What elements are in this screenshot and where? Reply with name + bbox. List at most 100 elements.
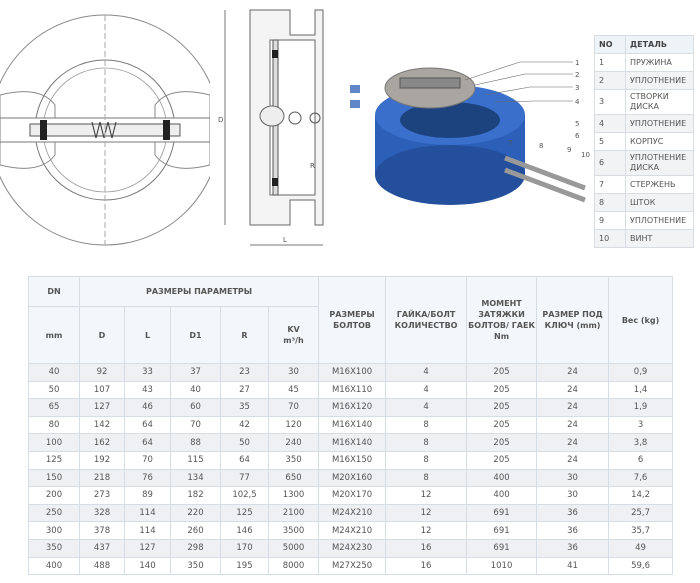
cell-kv: 1300 [267,486,320,505]
cell-kv: 8000 [267,556,320,576]
cell-dn: 125 [28,450,80,470]
cell-nut-qty: 16 [385,538,468,558]
cell-wrench-size: 36 [536,521,610,540]
cell-r: 50 [220,433,269,452]
cell-r: 64 [220,450,269,470]
callout-10: 10 [581,151,590,159]
cell-nut-qty: 16 [385,556,468,576]
cell-dn: 65 [28,398,80,417]
cell-l: 76 [124,468,171,488]
cell-torque: 205 [466,415,538,435]
table-row: 100 162 64 88 50 240 M16X140 8 205 24 3,8 [28,433,674,452]
cell-torque: 205 [466,398,538,417]
kv-unit: m³/h [283,336,304,345]
cell-d1: 40 [170,380,221,400]
cell-wrench-size: 24 [536,398,610,417]
cell-weight: 35,7 [608,521,674,540]
cell-kv: 350 [267,450,320,470]
cell-torque: 691 [466,503,538,523]
cell-r: 35 [220,398,269,417]
cell-wrench-size: 24 [536,380,610,400]
cell-d: 162 [79,433,125,452]
part-name: ШТОК [625,193,694,212]
cell-weight: 59,6 [608,556,674,576]
cell-nut-qty: 4 [385,398,468,417]
parts-row: 6 УПЛОТНЕНИЕ ДИСКА [594,150,694,176]
cell-nut-qty: 12 [385,486,468,505]
parts-row: 7 СТЕРЖЕНЬ [594,175,694,194]
parts-row: 8 ШТОК [594,193,694,212]
cell-d: 192 [79,450,125,470]
cell-bolt-size: M20X160 [318,468,387,488]
cell-wrench-size: 24 [536,433,610,452]
table-row: 80 142 64 70 42 120 M16X140 8 205 24 3 [28,415,674,435]
cell-weight: 0,9 [608,363,674,382]
cell-kv: 2100 [267,503,320,523]
header-dn: DN [28,276,80,307]
cell-torque: 205 [466,380,538,400]
cell-bolt-size: M16X110 [318,380,387,400]
cell-bolt-size: M27X250 [318,556,387,576]
cell-r: 77 [220,468,269,488]
cell-weight: 3,8 [608,433,674,452]
part-name: УПЛОТНЕНИЕ [625,211,694,230]
cell-dn: 300 [28,521,80,540]
cell-d1: 37 [170,363,221,382]
table-row: 400 488 140 350 195 8000 M27X250 16 1010 41 59,6 [28,556,674,576]
parts-header-no: NO [594,35,626,54]
header-l: L [124,306,171,364]
cell-d: 142 [79,415,125,435]
cell-l: 89 [124,486,171,505]
cell-d: 488 [79,556,125,576]
cell-d: 437 [79,538,125,558]
cell-r: 27 [220,380,269,400]
part-name: ПРУЖИНА [625,53,694,72]
cell-dn: 250 [28,503,80,523]
cell-torque: 205 [466,363,538,382]
cell-d1: 220 [170,503,221,523]
parts-row: 5 КОРПУС [594,132,694,151]
parts-header-detail: ДЕТАЛЬ [625,35,694,54]
cell-nut-qty: 4 [385,363,468,382]
table-row: 350 437 127 298 170 5000 M24X230 16 691 36 49 [28,538,674,558]
callout-7: 7 [508,139,512,147]
table-row: 300 378 114 260 146 3500 M24X210 12 691 36 35,7 [28,521,674,540]
part-number: 4 [594,114,626,133]
part-name: ВИНТ [625,229,694,248]
cell-l: 33 [124,363,171,382]
callout-2: 2 [575,71,579,79]
callout-5: 5 [575,120,579,128]
callout-6: 6 [575,132,580,140]
cell-kv: 30 [267,363,320,382]
cell-l: 64 [124,415,171,435]
parts-row: 4 УПЛОТНЕНИЕ [594,114,694,133]
cell-nut-qty: 8 [385,468,468,488]
part-number: 10 [594,229,626,248]
cell-l: 64 [124,433,171,452]
cell-torque: 400 [466,486,538,505]
parts-row: 1 ПРУЖИНА [594,53,694,72]
parts-row: 2 УПЛОТНЕНИЕ [594,71,694,90]
cell-l: 127 [124,538,171,558]
callout-9: 9 [567,146,571,154]
cell-wrench-size: 30 [536,468,610,488]
cell-torque: 400 [466,468,538,488]
table-row: 125 192 70 115 64 350 M16X150 8 205 24 6 [28,450,674,470]
cell-torque: 205 [466,450,538,470]
callout-4: 4 [575,98,580,106]
cell-l: 114 [124,521,171,540]
cell-r: 170 [220,538,269,558]
cell-wrench-size: 24 [536,415,610,435]
cell-d1: 115 [170,450,221,470]
cell-kv: 3500 [267,521,320,540]
cell-d: 107 [79,380,125,400]
cell-d1: 260 [170,521,221,540]
parts-row: 9 УПЛОТНЕНИЕ [594,211,694,230]
cell-d: 218 [79,468,125,488]
cell-nut-qty: 4 [385,380,468,400]
table-row: 150 218 76 134 77 650 M20X160 8 400 30 7,6 [28,468,674,488]
cell-nut-qty: 8 [385,415,468,435]
cell-weight: 6 [608,450,674,470]
part-name: СТВОРКИ ДИСКА [625,89,694,115]
cell-dn: 50 [28,380,80,400]
